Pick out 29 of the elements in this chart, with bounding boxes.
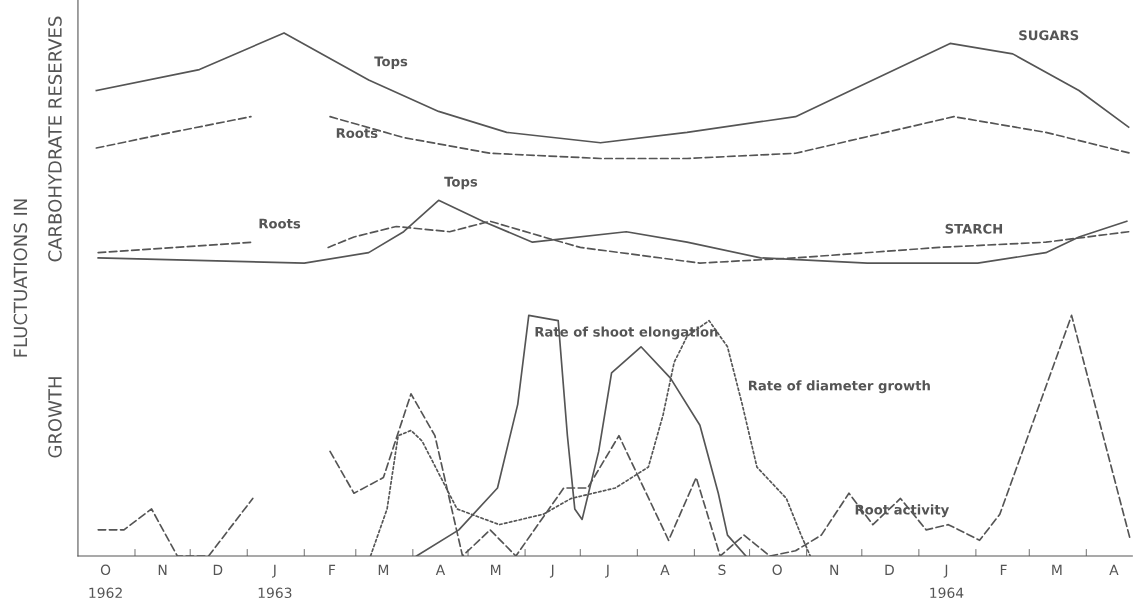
annotation: STARCH	[945, 223, 1003, 234]
x-tick-label: O 1962	[89, 564, 122, 599]
x-tick-label: F	[329, 564, 336, 575]
x-tick-label: A	[435, 564, 446, 575]
x-tick-label: J 1963	[258, 564, 292, 599]
annotation: SUGARS	[1019, 30, 1079, 41]
y-axis-title: FLUCTUATIONS IN	[13, 199, 28, 357]
annotation: Roots	[259, 218, 301, 229]
x-tick-label: A	[1109, 564, 1119, 575]
x-tick-label: N	[158, 564, 167, 575]
x-tick-label: O	[772, 564, 782, 576]
x-tick-label: J	[605, 564, 609, 578]
annotation: Tops	[444, 176, 478, 190]
x-tick-label: D	[885, 564, 894, 575]
x-tick-label: N	[830, 564, 839, 575]
x-tick-label: M	[1052, 564, 1062, 575]
x-tick-label: M	[491, 564, 501, 575]
annotation: Rate of diameter growth	[748, 380, 930, 394]
x-tick-label: J	[549, 564, 554, 578]
text: GROWTH	[48, 377, 62, 458]
annotation: Tops	[374, 56, 408, 69]
x-tick-label: D	[213, 564, 223, 575]
x-tick-label: J 1964	[930, 564, 964, 599]
text: CARBOHYDRATE RESERVES	[48, 16, 62, 262]
x-tick-label: F	[1000, 564, 1007, 575]
annotation: Roots	[336, 128, 378, 138]
x-tick-label: A	[660, 564, 670, 575]
x-tick-label: M	[378, 564, 389, 575]
x-tick-label: S	[718, 564, 726, 576]
